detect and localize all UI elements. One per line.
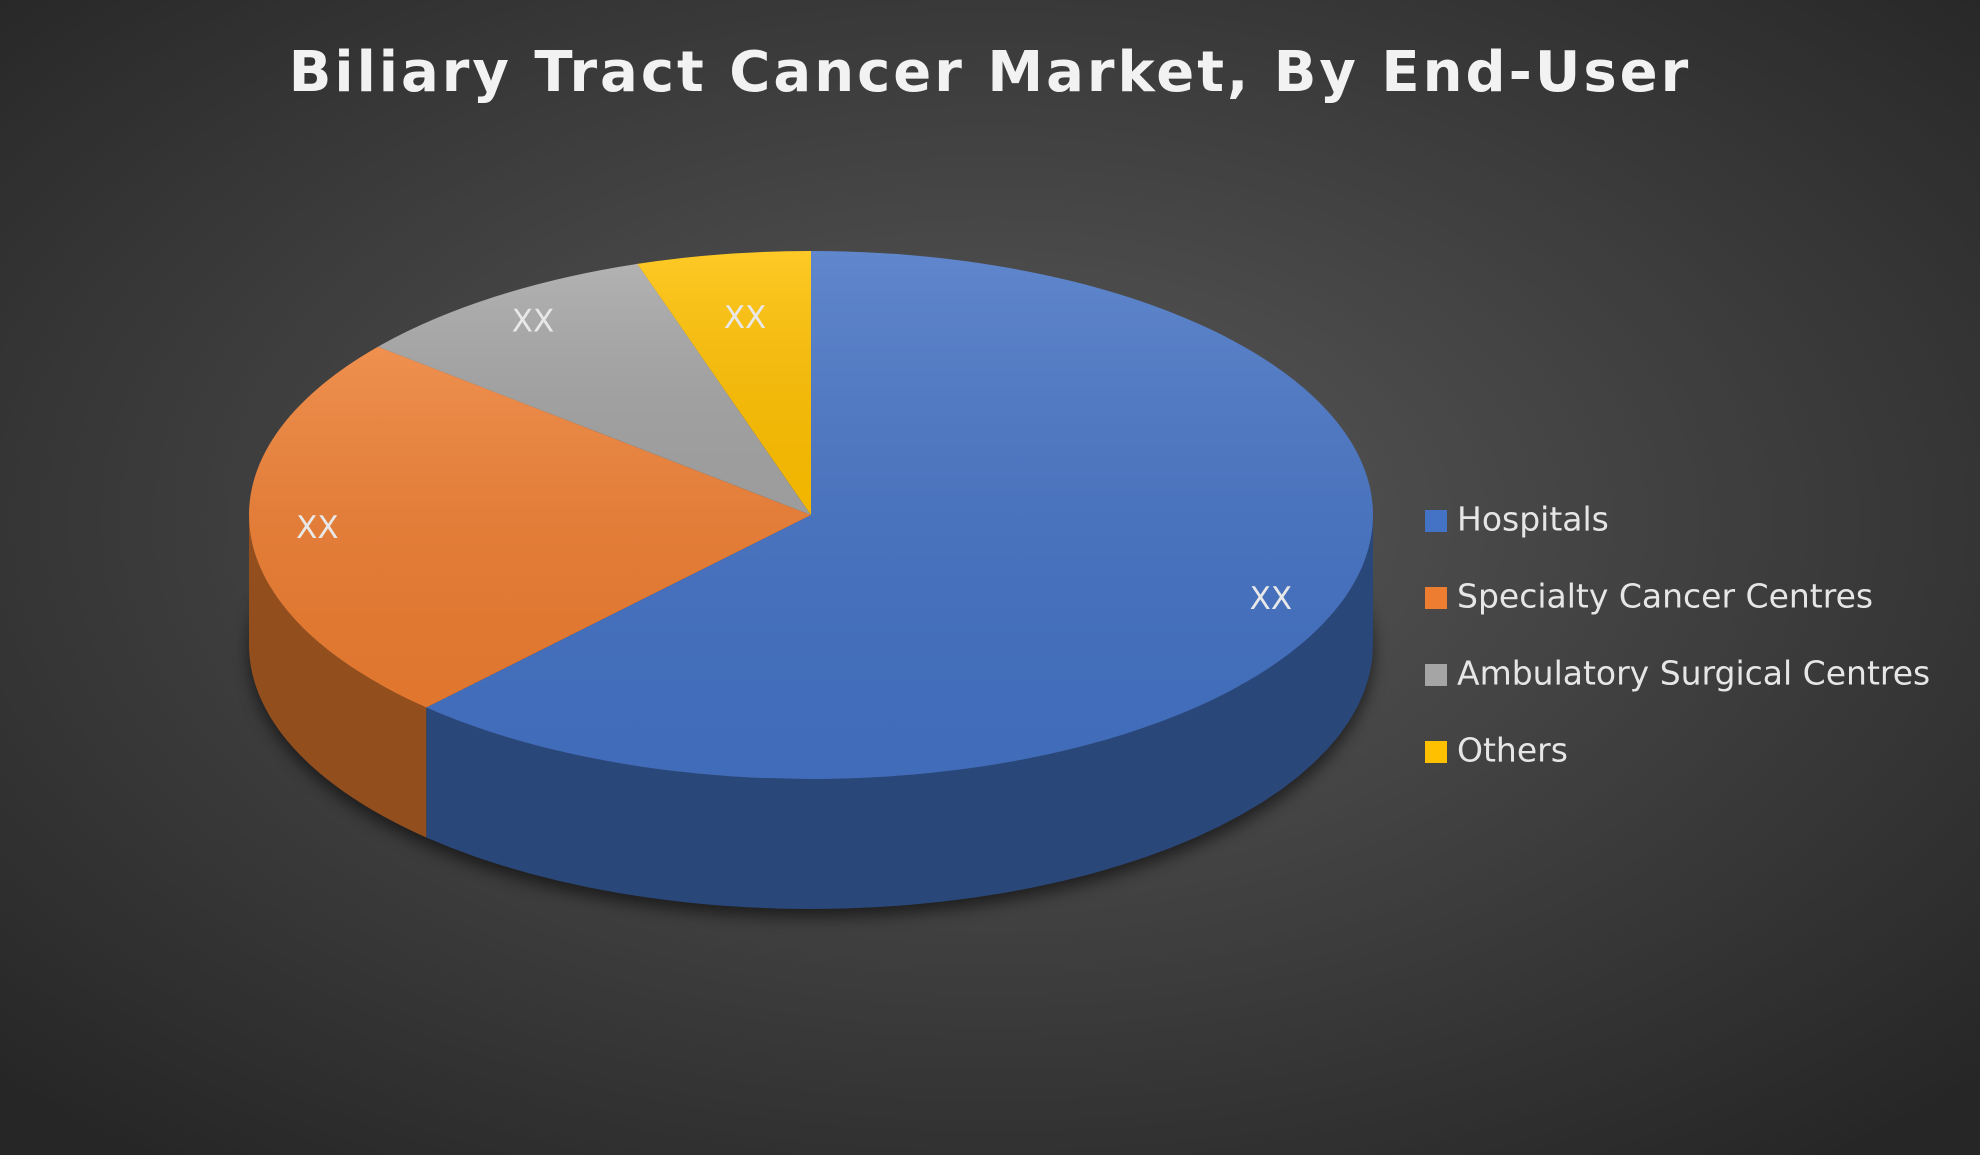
slice-side — [426, 515, 1373, 909]
legend-label: Others — [1457, 731, 1568, 770]
slice-highlight — [377, 263, 811, 515]
legend-swatch — [1425, 741, 1447, 763]
slice-highlight — [248, 346, 811, 708]
slice-side — [249, 515, 427, 838]
legend-swatch — [1425, 587, 1447, 609]
legend-label: Hospitals — [1457, 500, 1609, 539]
data-label: XX — [1250, 581, 1292, 617]
data-label: XX — [724, 300, 766, 336]
data-label: XX — [296, 510, 338, 546]
slice-highlight — [637, 251, 811, 515]
legend-label: Specialty Cancer Centres — [1457, 577, 1873, 616]
data-label: XX — [512, 303, 554, 339]
slice-highlight — [426, 251, 1374, 779]
legend-swatch — [1425, 664, 1447, 686]
legend-swatch — [1425, 510, 1447, 532]
legend-label: Ambulatory Surgical Centres — [1457, 654, 1930, 693]
legend: Hospitals Specialty Cancer Centres Ambulat… — [1425, 500, 1930, 770]
pie: XX XX XX XX — [248, 251, 1374, 917]
chart-title: Biliary Tract Cancer Market, By End-User — [289, 40, 1692, 105]
